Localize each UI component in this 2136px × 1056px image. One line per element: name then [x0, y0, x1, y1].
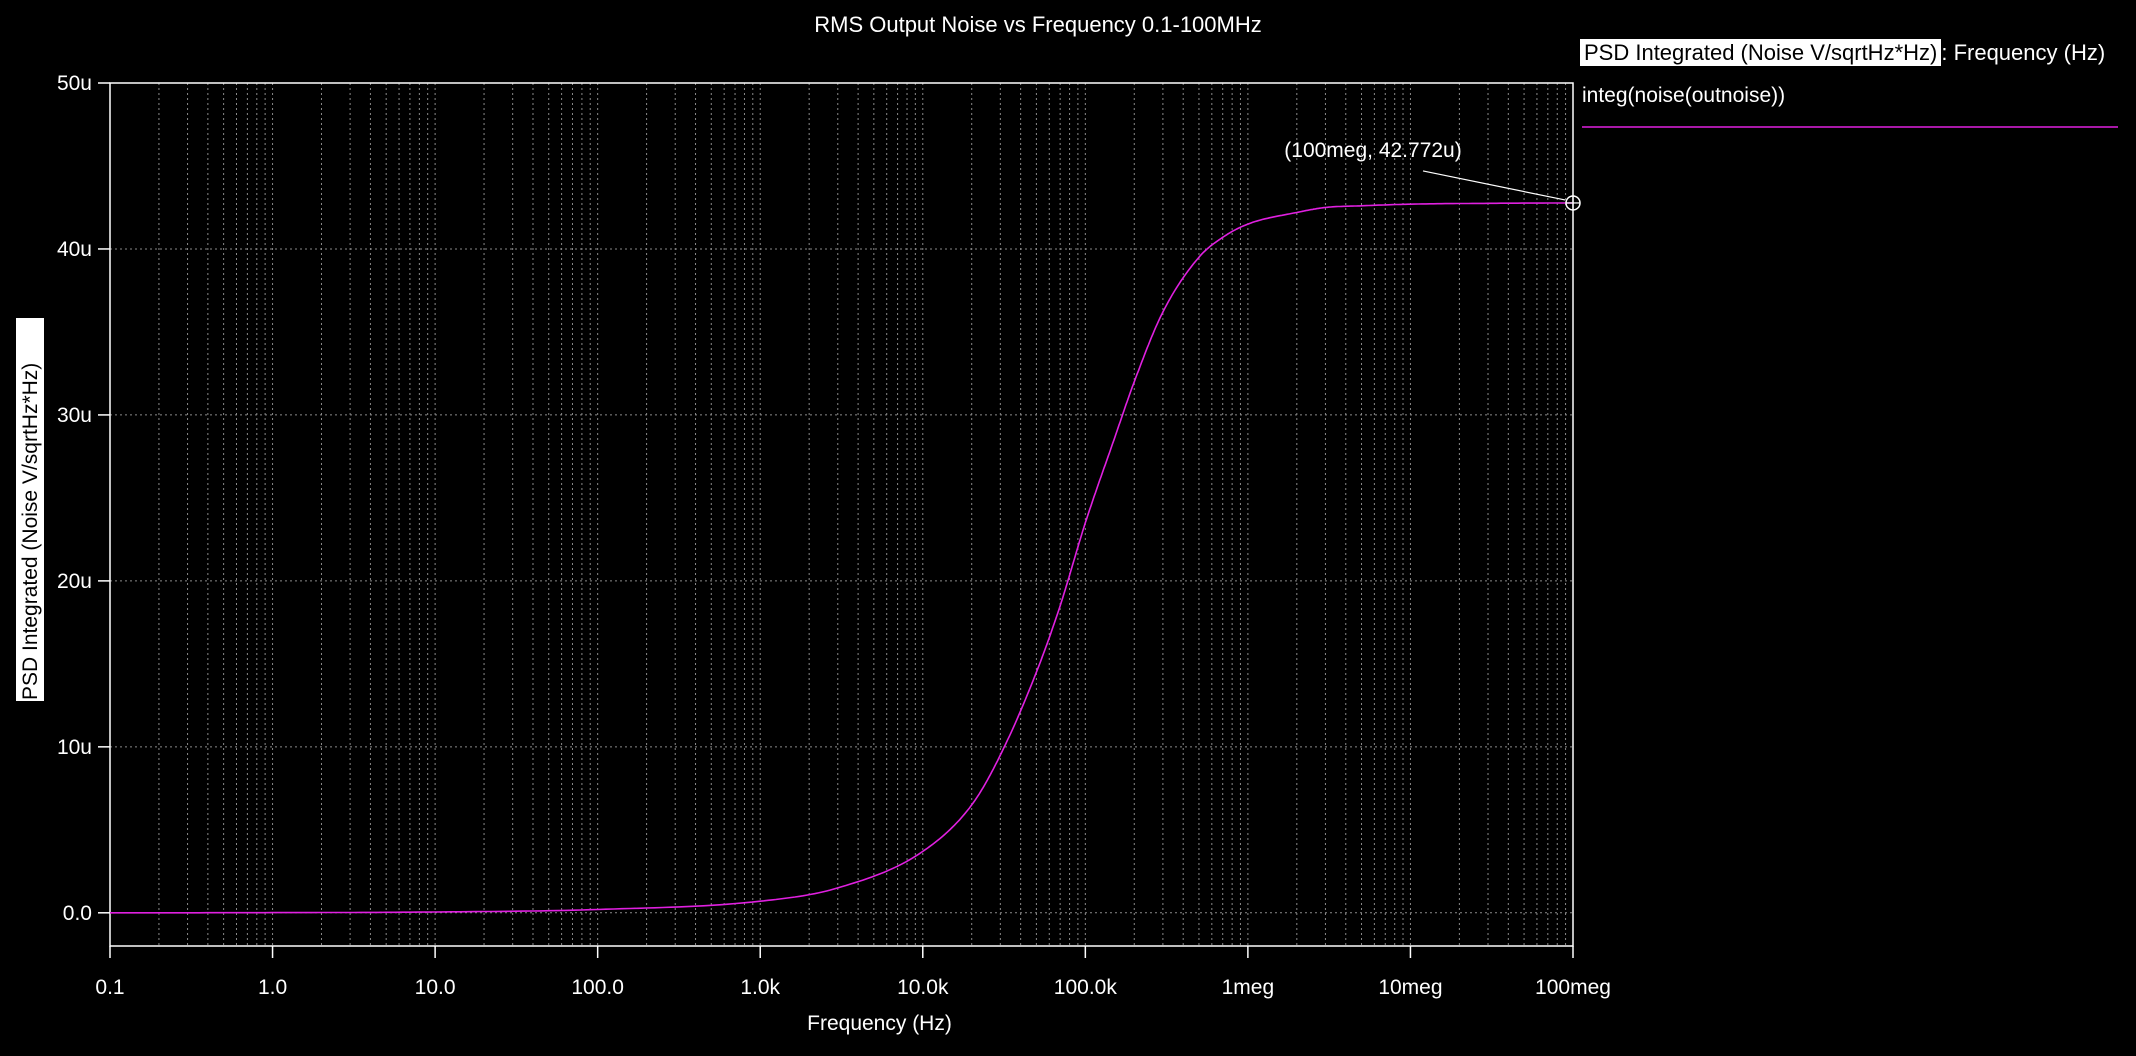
- y-tick-label: 30u: [57, 404, 92, 427]
- x-tick-label: 1meg: [1222, 976, 1275, 999]
- series-line: [110, 202, 1573, 914]
- x-tick-label: 100meg: [1535, 976, 1611, 999]
- x-tick-label: 0.1: [95, 976, 124, 999]
- legend-x-label: : Frequency (Hz): [1941, 40, 2106, 65]
- y-axis-label: PSD Integrated (Noise V/sqrtHz*Hz): [19, 362, 42, 700]
- y-axis-label-background: [16, 318, 44, 701]
- x-tick-label: 1.0: [258, 976, 287, 999]
- x-tick-label: 100.0k: [1054, 976, 1118, 999]
- x-tick-label: 10.0: [415, 976, 456, 999]
- x-tick-label: 10meg: [1378, 976, 1442, 999]
- annotation-layer: (100meg, 42.772u): [1284, 139, 1581, 211]
- legend-y-label: PSD Integrated (Noise V/sqrtHz*Hz): [1580, 39, 1942, 66]
- grid-lines: [110, 83, 1573, 946]
- legend-header: PSD Integrated (Noise V/sqrtHz*Hz): Freq…: [1580, 39, 2106, 66]
- y-tick-label: 50u: [57, 72, 92, 95]
- series-layer: [110, 202, 1573, 914]
- x-axis-label: Frequency (Hz): [807, 1012, 952, 1035]
- y-tick-label: 0.0: [63, 902, 92, 925]
- y-tick-label: 10u: [57, 736, 92, 759]
- axis-ticks: 0.1 1.0 10.0 100.0 1.0k 10.0k 100.0k 1meg 10meg 1…: [57, 72, 1611, 1035]
- chart-title: RMS Output Noise vs Frequency 0.1-100MHz: [814, 12, 1262, 37]
- marker-leader-line: [1422, 170, 1566, 201]
- plot-area-frame: [109, 82, 1574, 947]
- x-tick-label: 10.0k: [897, 976, 949, 999]
- y-tick-label: 20u: [57, 570, 92, 593]
- x-tick-label: 1.0k: [740, 976, 780, 999]
- x-tick-label: 100.0: [571, 976, 624, 999]
- y-tick-label: 40u: [57, 238, 92, 261]
- legend-series-name: integ(noise(outnoise)): [1582, 84, 1786, 107]
- marker-label: (100meg, 42.772u): [1284, 139, 1461, 162]
